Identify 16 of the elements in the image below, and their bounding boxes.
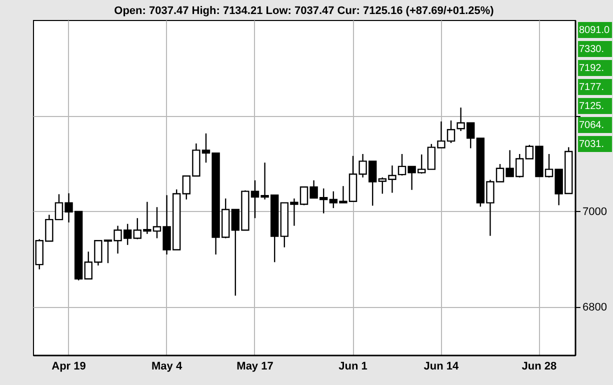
y-tick-label: 6800 [582, 302, 607, 314]
text: 7125. [579, 101, 604, 112]
x-tick-label: May 4 [151, 360, 183, 372]
text: 7177. [579, 82, 604, 93]
text: 7330. [579, 44, 604, 55]
x-tick-label: May 17 [236, 360, 274, 372]
text: 7031. [579, 139, 604, 150]
x-tick-label: Jun 14 [424, 360, 460, 372]
text: 7064. [579, 120, 604, 131]
text: 7192. [579, 63, 604, 74]
x-tick-label: Apr 19 [52, 360, 86, 372]
x-tick-label: Jun 28 [522, 360, 557, 372]
text: 8091.0 [579, 25, 610, 36]
chart-subtitle: Open: 7037.47 High: 7134.21 Low: 7037.47 Cur: 7125.16 (+87.69/+01.25%) [114, 5, 494, 17]
x-tick-label: Jun 1 [338, 360, 368, 372]
y-tick-label: 7000 [582, 206, 607, 218]
